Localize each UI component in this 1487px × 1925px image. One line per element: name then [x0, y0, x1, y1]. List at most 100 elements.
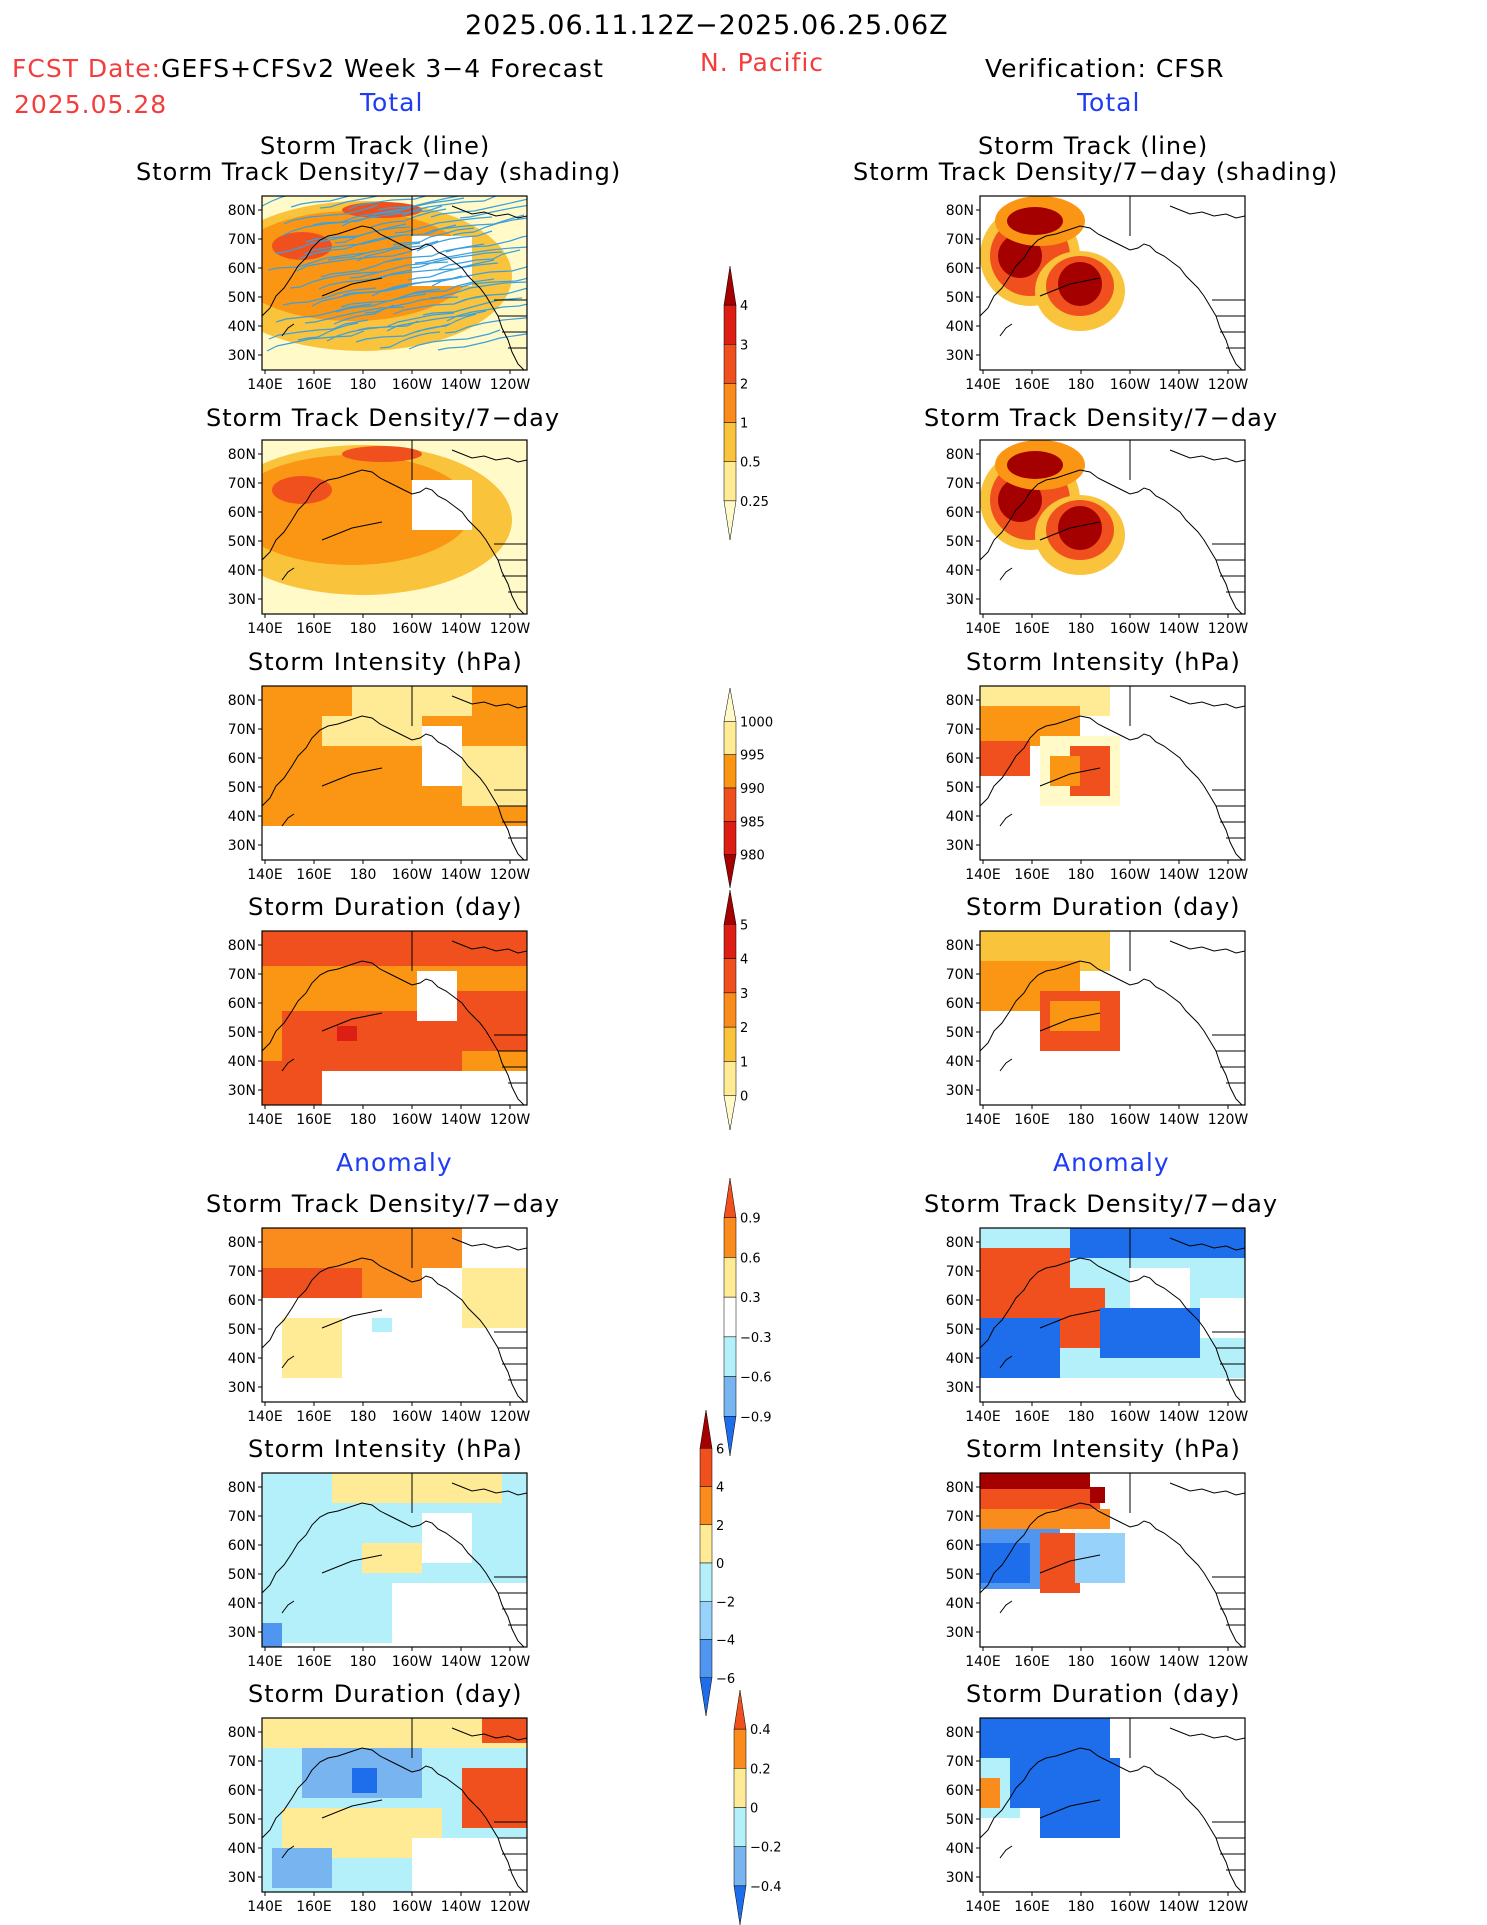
lat-label: 70N: [228, 1264, 256, 1280]
lat-label: 30N: [946, 1625, 974, 1641]
lon-label: 160E: [1014, 377, 1050, 393]
colorbar-intensity-total: 1000 995 990 985 980: [723, 687, 773, 889]
panel-title-anom-duration-right: Storm Duration (day): [966, 1680, 1241, 1708]
lat-label: 30N: [946, 838, 974, 854]
lon-label: 120W: [490, 377, 531, 393]
colorbar-duration-total: 5 4 3 2 1 0: [723, 889, 748, 1131]
lon-label: 120W: [1208, 377, 1249, 393]
lat-label: 60N: [946, 1783, 974, 1799]
lat-label: 40N: [946, 809, 974, 825]
lon-label: 140W: [1159, 867, 1200, 883]
lon-label: 180: [1068, 1112, 1095, 1128]
lat-label: 30N: [946, 592, 974, 608]
colorbar-label: −0.2: [750, 1841, 782, 1856]
colorbar-label: 980: [740, 849, 765, 864]
lon-label: 180: [350, 377, 377, 393]
lat-label: 60N: [228, 261, 256, 277]
lon-label: 140W: [441, 1654, 482, 1670]
lon-label: 140W: [441, 867, 482, 883]
colorbar-label: −0.9: [740, 1410, 772, 1425]
lat-label: 80N: [228, 1725, 256, 1741]
map-track-line-right: 80N 70N 60N 50N 40N 30N 140E 160E 180 160W 140W 120…: [946, 195, 1249, 393]
panel-title-intensity-right: Storm Intensity (hPa): [966, 648, 1241, 676]
lat-label: 80N: [946, 1480, 974, 1496]
lon-label: 120W: [490, 621, 531, 637]
lat-label: 70N: [228, 1509, 256, 1525]
lat-label: 40N: [228, 1841, 256, 1857]
lat-label: 50N: [946, 1812, 974, 1828]
date-range-title: 2025.06.11.12Z−2025.06.25.06Z: [465, 10, 949, 41]
colorbar-label: 2: [716, 1519, 724, 1534]
lon-label: 140E: [965, 867, 1001, 883]
verification-label: Verification: CFSR: [985, 54, 1225, 83]
lon-label: 180: [350, 867, 377, 883]
colorbar-label: −0.3: [740, 1331, 772, 1346]
colorbar-label: 0.6: [740, 1251, 761, 1266]
lon-label: 140W: [1159, 377, 1200, 393]
lat-label: 40N: [228, 1351, 256, 1367]
panel-title-anom-intensity-left: Storm Intensity (hPa): [248, 1435, 523, 1463]
lon-label: 180: [350, 1899, 377, 1915]
lon-label: 160W: [392, 1112, 433, 1128]
lon-label: 160E: [296, 1112, 332, 1128]
map-anom-intensity-left: 80N 70N 60N 50N 40N 30N 140E 160E 180 160W 140W 120…: [228, 1472, 531, 1670]
lat-label: 80N: [946, 693, 974, 709]
fcst-date: 2025.05.28: [14, 90, 168, 119]
map-track-density-right: 80N 70N 60N 50N 40N 30N 140E 160E 180 160W 140W 120…: [946, 439, 1248, 637]
lon-label: 140E: [965, 1409, 1001, 1425]
lat-label: 50N: [228, 1322, 256, 1338]
lon-label: 120W: [490, 1899, 531, 1915]
lat-label: 30N: [946, 1380, 974, 1396]
map-anom-intensity-right: 80N 70N 60N 50N 40N 30N 140E 160E 180 160W 140W 120…: [946, 1472, 1248, 1670]
colorbar-label: −0.4: [750, 1880, 782, 1895]
lat-label: 60N: [946, 1538, 974, 1554]
lat-label: 80N: [946, 938, 974, 954]
lat-label: 30N: [228, 838, 256, 854]
colorbar-label: −0.6: [740, 1371, 772, 1386]
lat-label: 60N: [946, 1293, 974, 1309]
lat-label: 70N: [228, 476, 256, 492]
colorbar-label: 2: [740, 377, 748, 392]
lon-label: 120W: [490, 1654, 531, 1670]
lon-label: 140W: [441, 1899, 482, 1915]
lon-label: 160E: [296, 867, 332, 883]
lon-label: 160E: [296, 377, 332, 393]
lat-label: 40N: [946, 563, 974, 579]
map-intensity-left: 80N 70N 60N 50N 40N 30N 140E 160E 180 160W 140W 120…: [228, 685, 530, 883]
panel-title-track-density-right: Storm Track Density/7−day: [924, 404, 1279, 432]
lat-label: 50N: [946, 780, 974, 796]
lat-label: 60N: [946, 261, 974, 277]
colorbar-label: 1: [740, 417, 748, 432]
lon-label: 140W: [1159, 1409, 1200, 1425]
map-anom-duration-left: 80N 70N 60N 50N 40N 30N 140E 160E 180 160W 140W 120…: [228, 1717, 531, 1915]
lon-label: 120W: [1208, 867, 1249, 883]
colorbar-label: 4: [740, 299, 748, 314]
lat-label: 80N: [228, 938, 256, 954]
lat-label: 70N: [946, 722, 974, 738]
lon-label: 180: [1068, 1654, 1095, 1670]
lat-label: 70N: [228, 722, 256, 738]
lat-label: 40N: [946, 1351, 974, 1367]
lat-label: 60N: [228, 1783, 256, 1799]
lat-label: 40N: [228, 1596, 256, 1612]
lat-label: 30N: [228, 1625, 256, 1641]
fcst-model: GEFS+CFSv2 Week 3−4 Forecast: [161, 54, 604, 83]
lat-label: 40N: [946, 1841, 974, 1857]
lat-label: 30N: [228, 592, 256, 608]
colorbar-density-total: 4 3 2 1 0.5 0.25: [723, 265, 769, 541]
lat-label: 30N: [946, 1083, 974, 1099]
lon-label: 140E: [247, 867, 283, 883]
colorbar-label: 985: [740, 815, 765, 830]
lon-label: 140W: [1159, 1654, 1200, 1670]
lon-label: 160E: [1014, 1409, 1050, 1425]
lat-label: 40N: [228, 809, 256, 825]
lon-label: 120W: [1208, 1899, 1249, 1915]
lat-label: 70N: [228, 232, 256, 248]
lon-label: 160E: [1014, 1899, 1050, 1915]
colorbar-duration-anom: 0.4 0.2 0 −0.2 −0.4: [733, 1689, 782, 1925]
lon-label: 140E: [965, 1112, 1001, 1128]
lat-label: 50N: [946, 290, 974, 306]
colorbar-label: −2: [716, 1595, 735, 1610]
lat-label: 50N: [946, 1025, 974, 1041]
